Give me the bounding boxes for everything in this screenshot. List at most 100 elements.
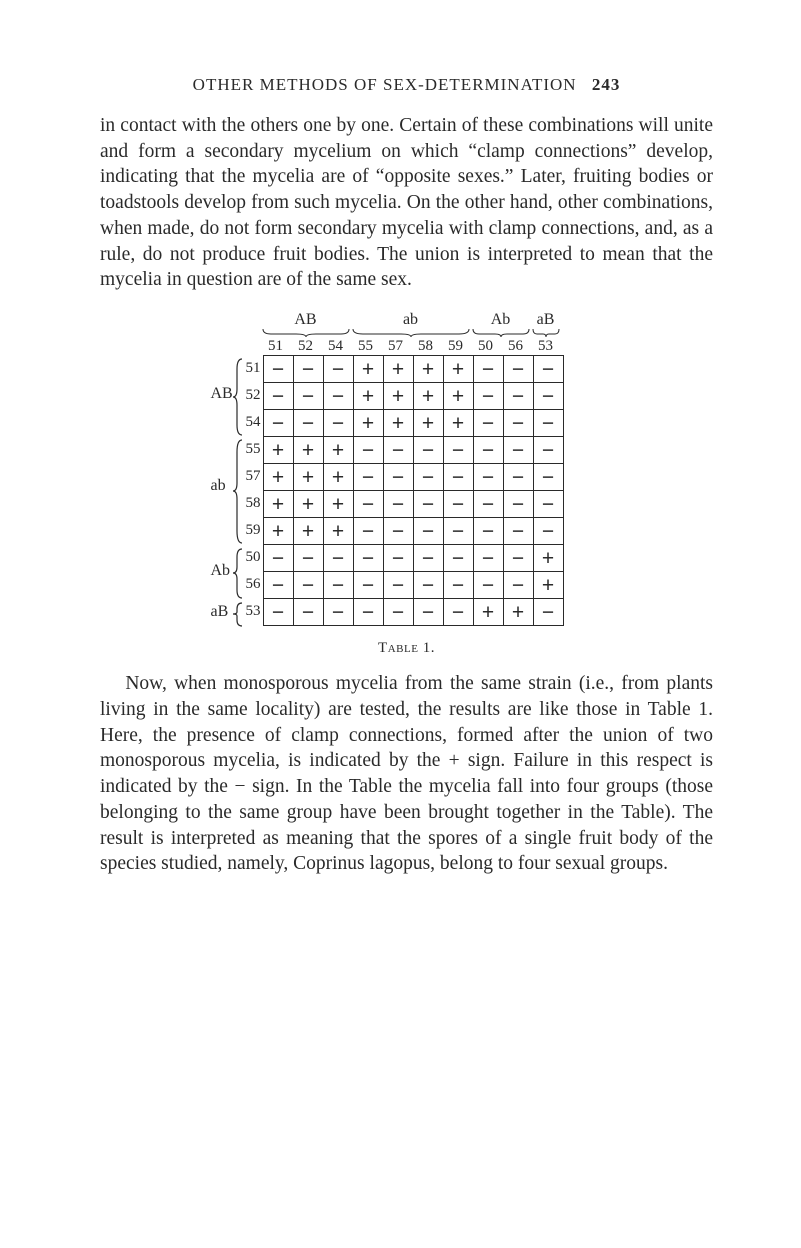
grid-wrapper: AB ab Ab aB 51 52 54 55 57 58 59 50 56 5… [217, 355, 597, 626]
grid-cell: − [293, 356, 323, 383]
grid-cell: − [353, 572, 383, 599]
grid-cell: − [413, 545, 443, 572]
page: OTHER METHODS OF SEX-DETERMINATION 243 i… [0, 0, 801, 1248]
grid-cell: − [383, 491, 413, 518]
column-headers: 51 52 54 55 57 58 59 50 56 53 [261, 338, 597, 355]
col-group-Ab: Ab [471, 311, 531, 329]
col-group-AB: AB [261, 311, 351, 329]
grid-cell: − [293, 545, 323, 572]
grid-cell: + [413, 383, 443, 410]
grid-cell: + [383, 356, 413, 383]
column-group-labels: AB ab Ab aB [261, 311, 597, 329]
grid-cell: + [383, 383, 413, 410]
grid-cell: − [473, 518, 503, 545]
grid-cell: − [533, 356, 563, 383]
grid-cell: − [323, 410, 353, 437]
grid-cell: − [263, 383, 293, 410]
grid-cell: − [443, 491, 473, 518]
caption-number: 1. [423, 640, 435, 656]
col-header: 55 [351, 338, 381, 355]
grid-cell: − [473, 383, 503, 410]
curly-brace-icon [233, 601, 243, 628]
grid-cell: − [293, 599, 323, 626]
header-title: OTHER METHODS OF SEX-DETERMINATION [193, 75, 577, 94]
grid-cell: + [263, 437, 293, 464]
grid-cell: − [533, 410, 563, 437]
grid-cell: − [533, 464, 563, 491]
table-row: +++−−−−−−− [263, 491, 563, 518]
col-header: 51 [261, 338, 291, 355]
row-headers: 51 52 54 55 57 58 59 50 56 53 [243, 355, 261, 626]
row-header: 51 [243, 355, 261, 382]
grid-cell: − [353, 437, 383, 464]
row-group-Ab: Ab [211, 562, 231, 580]
grid-cell: − [323, 572, 353, 599]
table-row: −−−++++−−− [263, 383, 563, 410]
grid-cell: − [353, 518, 383, 545]
grid-cell: − [383, 545, 413, 572]
grid-cell: − [443, 464, 473, 491]
row-header: 50 [243, 544, 261, 571]
table-row: −−−++++−−− [263, 410, 563, 437]
col-header: 56 [501, 338, 531, 355]
grid-cell: − [413, 437, 443, 464]
grid-cell: − [443, 572, 473, 599]
grid-cell: − [473, 356, 503, 383]
grid-cell: − [443, 545, 473, 572]
grid-cell: − [293, 572, 323, 599]
page-number: 243 [592, 75, 621, 94]
col-header: 58 [411, 338, 441, 355]
row-header: 58 [243, 490, 261, 517]
grid-cell: − [323, 545, 353, 572]
grid-cell: − [263, 356, 293, 383]
curly-brace-icon [233, 547, 243, 600]
grid-cell: − [323, 599, 353, 626]
grid-cell: + [383, 410, 413, 437]
paragraph-1: in contact with the others one by one. C… [100, 113, 713, 293]
grid-cell: − [263, 599, 293, 626]
body-text-1: in contact with the others one by one. C… [100, 113, 713, 293]
curly-brace-icon [233, 438, 243, 545]
grid-cell: − [533, 491, 563, 518]
grid-cell: − [473, 464, 503, 491]
grid-cell: − [503, 410, 533, 437]
grid-cell: + [323, 437, 353, 464]
running-header: OTHER METHODS OF SEX-DETERMINATION 243 [100, 75, 713, 95]
grid-cell: − [323, 383, 353, 410]
curly-brace-icon [233, 357, 243, 437]
grid-cell: − [263, 572, 293, 599]
grid-cell: − [503, 545, 533, 572]
mating-table-figure: AB ab Ab aB 51 52 54 55 57 58 59 50 56 5… [217, 311, 597, 657]
grid-cell: + [503, 599, 533, 626]
grid-cell: + [413, 410, 443, 437]
grid-cell: − [353, 599, 383, 626]
grid-cell: − [263, 410, 293, 437]
row-header: 57 [243, 463, 261, 490]
grid-cell: − [413, 464, 443, 491]
grid-cell: − [503, 383, 533, 410]
grid-cell: − [323, 356, 353, 383]
row-group-labels: AB ab Ab aB [217, 355, 243, 626]
grid-cell: − [443, 518, 473, 545]
grid-cell: − [413, 572, 443, 599]
grid-cell: + [353, 356, 383, 383]
grid-cell: − [383, 464, 413, 491]
table-row: −−−++++−−− [263, 356, 563, 383]
row-header: 56 [243, 571, 261, 598]
grid-cell: − [383, 572, 413, 599]
row-group-AB: AB [211, 385, 233, 403]
row-header: 52 [243, 382, 261, 409]
row-header: 53 [243, 598, 261, 625]
grid-cell: − [383, 518, 413, 545]
table-caption: Table 1. [217, 640, 597, 657]
grid-cell: − [473, 572, 503, 599]
row-header: 54 [243, 409, 261, 436]
table-row: +++−−−−−−− [263, 464, 563, 491]
col-group-ab: ab [351, 311, 471, 329]
grid-cell: − [533, 518, 563, 545]
grid-cell: + [353, 383, 383, 410]
grid-cell: − [353, 545, 383, 572]
col-group-aB: aB [531, 311, 561, 329]
grid-cell: + [443, 356, 473, 383]
grid-cell: − [503, 437, 533, 464]
